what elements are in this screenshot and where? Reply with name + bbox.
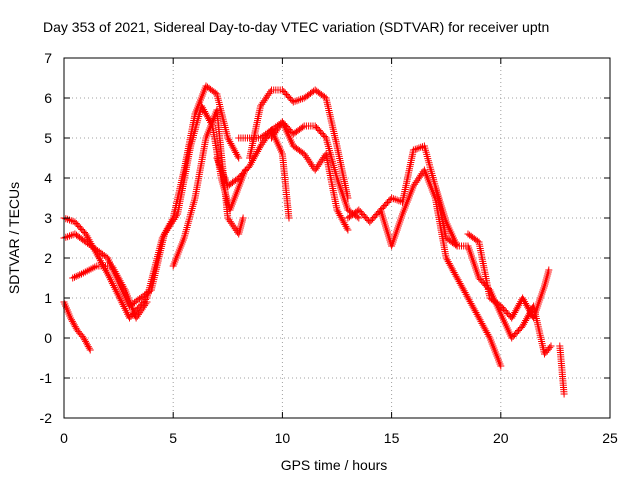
- data-points: [60, 82, 568, 398]
- y-tick-label: 1: [44, 290, 52, 306]
- plot-frame: [63, 57, 611, 419]
- y-tick-label: -2: [40, 410, 53, 426]
- plus-markers: [69, 262, 151, 322]
- plus-markers: [556, 342, 568, 398]
- y-tick-label: 3: [44, 210, 52, 226]
- y-tick-label: -1: [40, 370, 53, 386]
- x-tick-label: 0: [60, 430, 68, 446]
- plus-markers: [268, 118, 352, 234]
- y-axis-label: SDTVAR / TECUs: [6, 182, 22, 294]
- plus-markers: [377, 166, 505, 370]
- satellite-track-11: [377, 166, 505, 370]
- plus-markers: [464, 230, 553, 322]
- x-axis-label: GPS time / hours: [281, 457, 388, 473]
- y-tick-label: 6: [44, 90, 52, 106]
- chart-title: Day 353 of 2021, Sidereal Day-to-day VTE…: [43, 19, 549, 35]
- plus-markers: [246, 86, 352, 202]
- y-tick-label: 7: [44, 50, 52, 66]
- satellite-track-14: [556, 342, 568, 398]
- y-tick-label: 4: [44, 170, 52, 186]
- satellite-track-13: [464, 230, 553, 322]
- y-tick-label: 0: [44, 330, 52, 346]
- x-tick-label: 25: [602, 430, 618, 446]
- satellite-track-7: [246, 86, 352, 202]
- axis-ticks: 0 5 10 15 20 25 -2 -1 0 1 2 3 4 5 6 7: [40, 50, 618, 446]
- satellite-track-9: [268, 118, 352, 234]
- satellite-track-4: [69, 262, 151, 322]
- x-tick-label: 15: [384, 430, 400, 446]
- x-tick-label: 20: [493, 430, 509, 446]
- y-tick-label: 2: [44, 250, 52, 266]
- x-tick-label: 10: [275, 430, 291, 446]
- plus-markers: [169, 106, 247, 270]
- x-tick-label: 5: [169, 430, 177, 446]
- y-tick-label: 5: [44, 130, 52, 146]
- satellite-track-5: [169, 106, 247, 270]
